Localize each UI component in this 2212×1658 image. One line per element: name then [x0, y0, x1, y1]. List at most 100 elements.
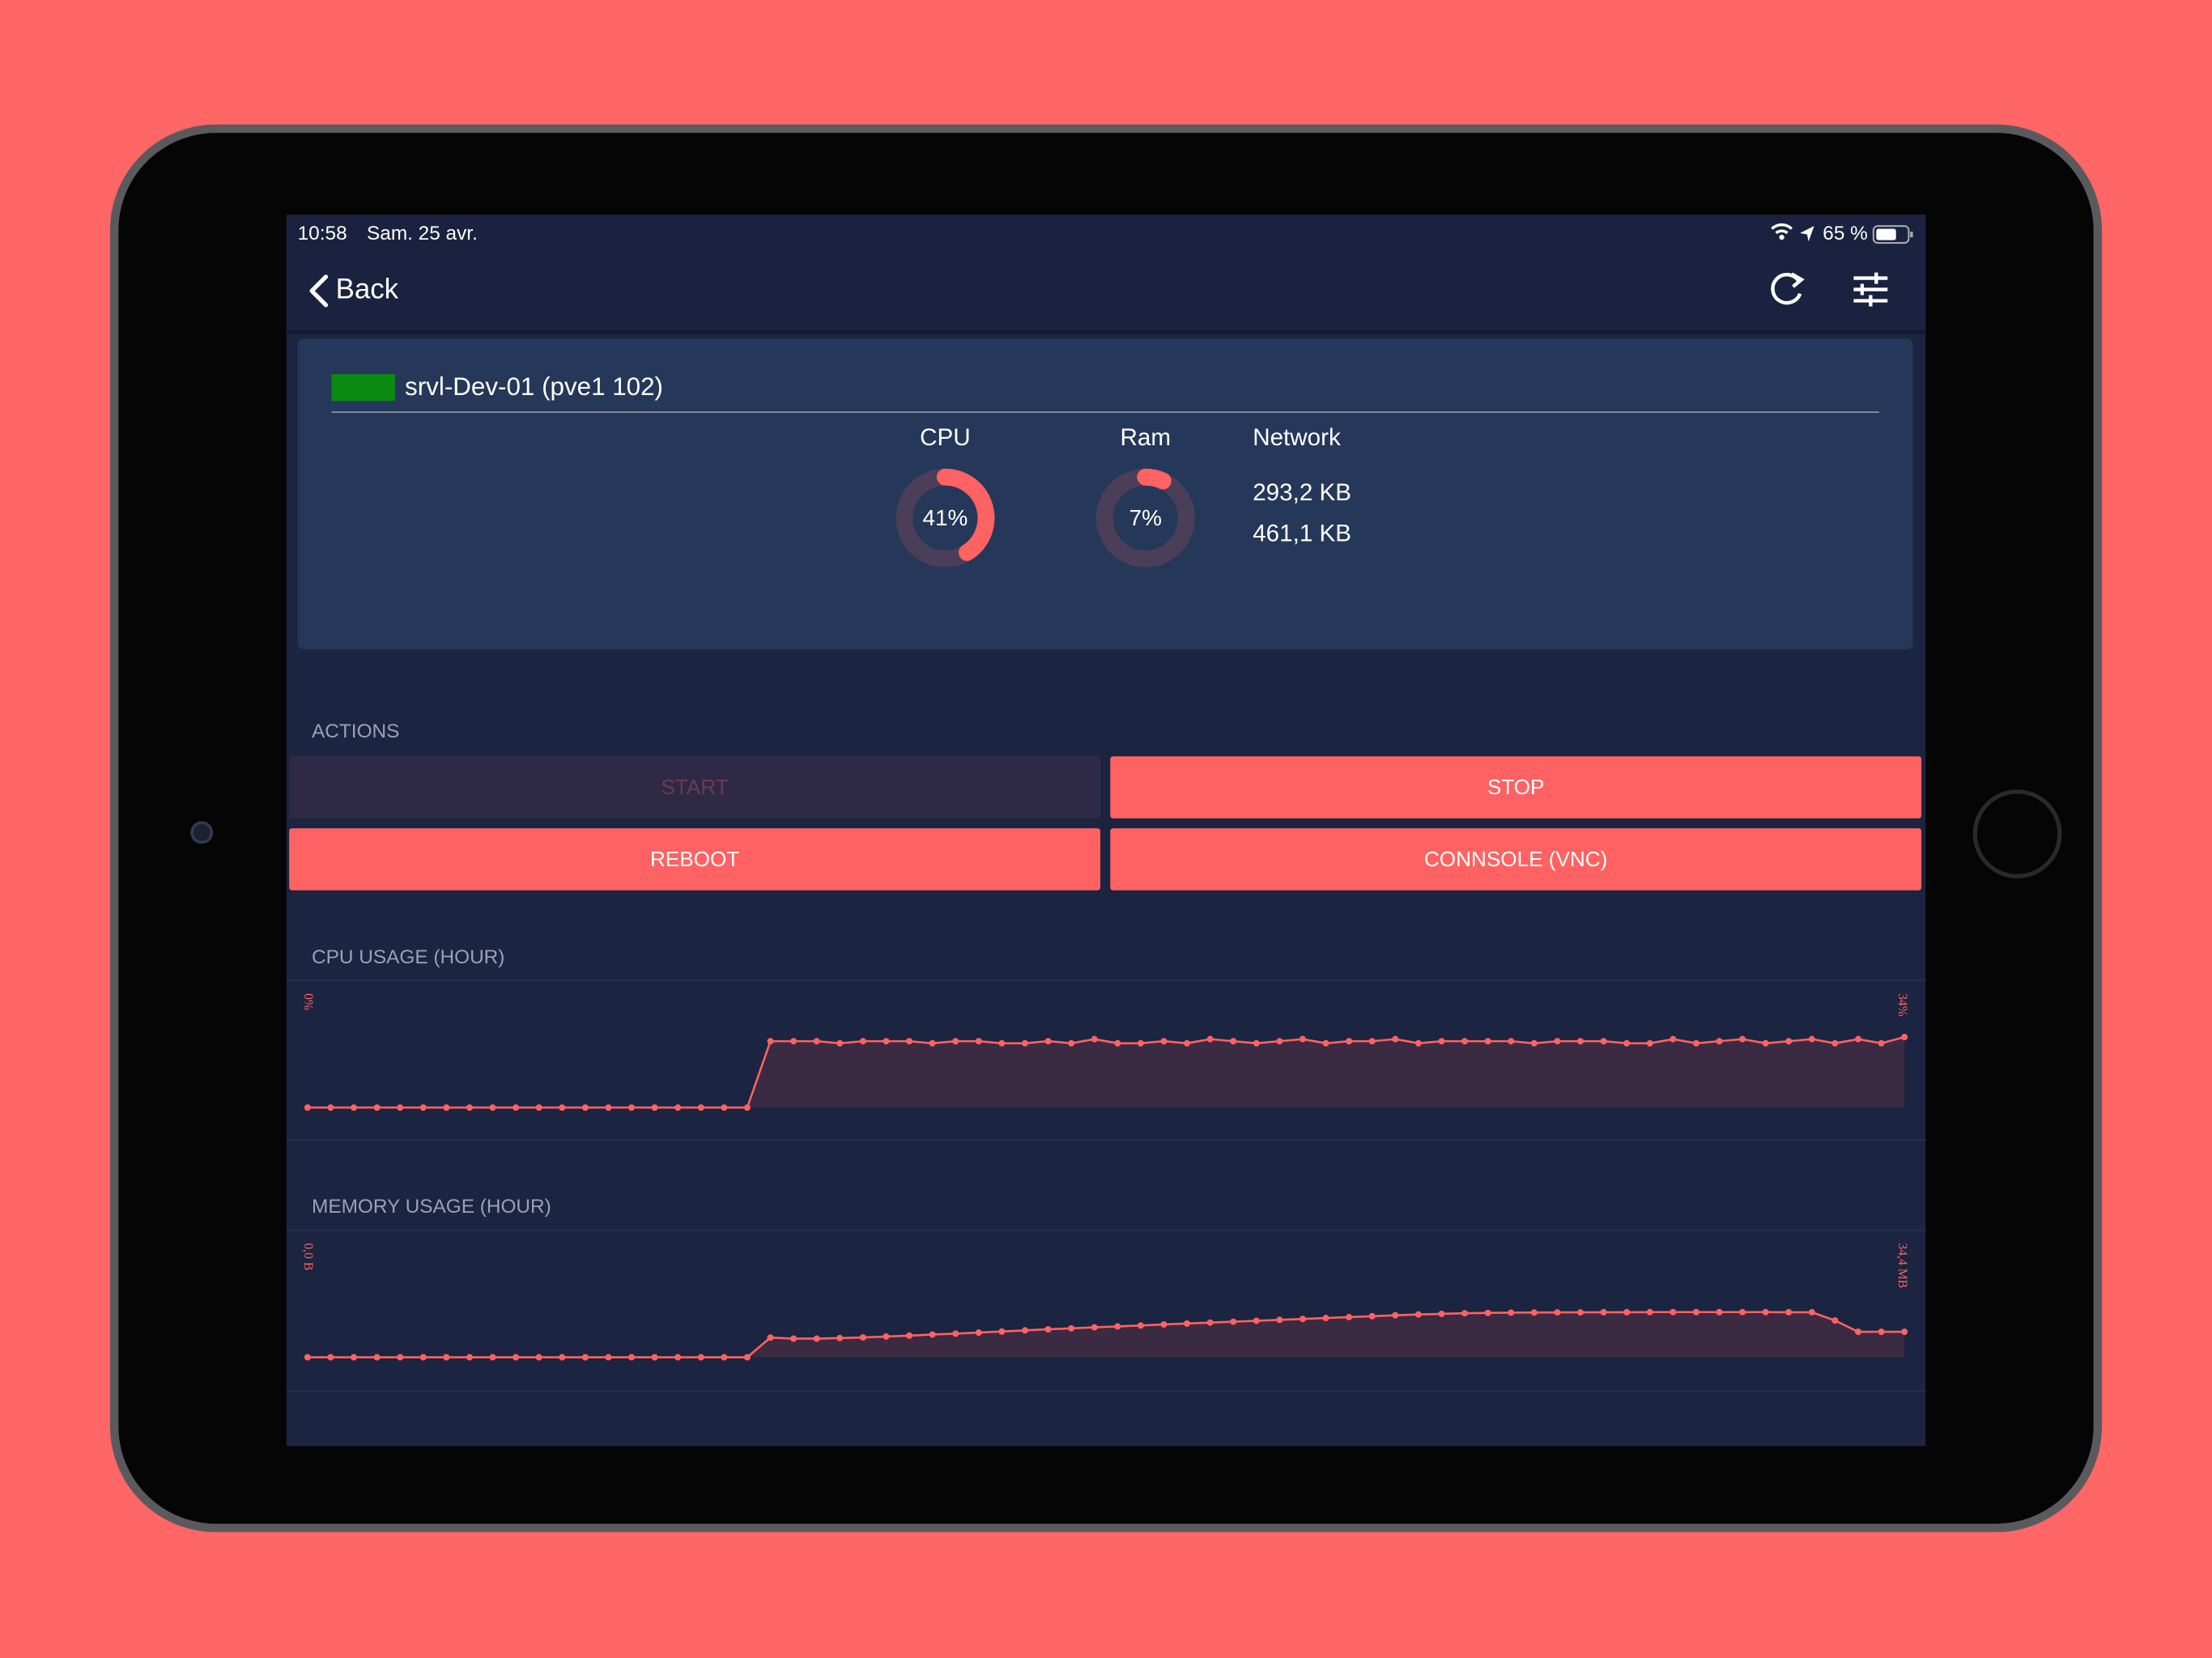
status-battery: 65 % [1823, 223, 1868, 244]
data-point [1530, 1039, 1538, 1047]
data-point [1530, 1309, 1538, 1316]
data-point [1831, 1317, 1839, 1324]
data-point [628, 1354, 636, 1361]
data-point [1299, 1035, 1306, 1043]
data-point [743, 1104, 751, 1112]
data-point [1368, 1038, 1376, 1045]
data-point [1576, 1309, 1584, 1316]
data-point [1091, 1324, 1098, 1331]
battery-fill [1876, 228, 1896, 240]
data-point [1576, 1038, 1584, 1045]
y-tick-label: 34% [1895, 993, 1909, 1017]
data-point [651, 1354, 658, 1361]
button-label: START [661, 775, 728, 799]
button-background[interactable] [1110, 756, 1922, 818]
button-background[interactable] [289, 828, 1101, 891]
data-point [697, 1104, 704, 1112]
data-point [743, 1354, 751, 1361]
action-button[interactable]: STOP [1110, 756, 1922, 818]
data-point [1021, 1039, 1028, 1047]
data-point [1623, 1308, 1631, 1316]
data-point [1230, 1038, 1237, 1045]
cpu-title: CPU [920, 424, 971, 451]
data-point [790, 1335, 798, 1342]
data-point [1646, 1039, 1653, 1047]
data-point [721, 1354, 728, 1361]
button-label[interactable]: STOP [1487, 775, 1545, 799]
data-point [883, 1038, 890, 1045]
action-button[interactable]: CONNSOLE (VNC) [1110, 828, 1922, 891]
data-point [1253, 1039, 1260, 1047]
data-point [1554, 1309, 1561, 1316]
data-point [605, 1104, 612, 1112]
data-point [1160, 1038, 1168, 1045]
button-background [289, 756, 1101, 818]
gauge-arc [1137, 468, 1172, 490]
data-point [1808, 1035, 1815, 1043]
refresh-arrow [1790, 272, 1805, 288]
data-point [419, 1354, 427, 1361]
data-point [1831, 1039, 1839, 1047]
data-point [1346, 1313, 1353, 1320]
data-point [836, 1039, 844, 1047]
data-point [1600, 1038, 1607, 1045]
back-chevron [309, 274, 329, 308]
button-label[interactable]: REBOOT [650, 847, 739, 871]
chart-line [307, 1035, 1905, 1109]
data-point [535, 1104, 542, 1112]
back-button[interactable]: Back [309, 273, 399, 308]
data-point [535, 1354, 542, 1361]
camera [190, 821, 214, 844]
battery-tip [1910, 232, 1913, 238]
data-point [1368, 1312, 1376, 1320]
refresh-button[interactable] [1771, 272, 1805, 305]
data-point [1322, 1315, 1329, 1322]
data-point [1137, 1322, 1144, 1329]
data-point [1670, 1308, 1677, 1316]
chart-line [307, 1311, 1905, 1358]
data-point [1206, 1035, 1214, 1043]
data-point [1299, 1316, 1306, 1323]
network-out: 461,1 KB [1253, 521, 1351, 547]
data-point [1878, 1329, 1885, 1336]
data-point [1692, 1308, 1699, 1316]
network-in: 293,2 KB [1253, 479, 1351, 506]
data-point [1414, 1039, 1422, 1047]
settings-button[interactable] [1853, 272, 1888, 307]
usage-charts: CPU USAGE (HOUR) 0% 34% MEMORY USAGE (HOUR)… [286, 946, 1926, 1392]
data-point [466, 1104, 473, 1112]
data-point [1762, 1039, 1769, 1047]
data-point [1414, 1311, 1422, 1318]
action-button[interactable]: REBOOT [289, 828, 1101, 891]
chart-title: MEMORY USAGE (HOUR) [312, 1196, 551, 1218]
data-point [1068, 1324, 1075, 1332]
wifi-icon [1771, 223, 1793, 235]
data-point [836, 1334, 844, 1341]
data-point [1276, 1038, 1283, 1045]
data-point [1623, 1039, 1631, 1047]
data-point [674, 1354, 682, 1361]
data-point [1276, 1316, 1283, 1324]
data-point [767, 1038, 774, 1045]
data-point [419, 1104, 427, 1112]
data-point [1253, 1317, 1260, 1324]
data-point [1438, 1038, 1445, 1045]
data-point [859, 1038, 866, 1045]
data-point [350, 1354, 358, 1361]
data-point [1044, 1325, 1052, 1333]
data-point [489, 1354, 496, 1361]
data-point [975, 1329, 982, 1337]
home-button[interactable] [1972, 789, 2062, 878]
nav-separator [286, 330, 1926, 335]
data-point [697, 1354, 704, 1361]
data-point [373, 1104, 381, 1112]
back-label[interactable]: Back [336, 273, 399, 304]
status-time: 10:58 [298, 223, 347, 244]
data-point [1484, 1309, 1491, 1316]
y-tick-label: 34,4 MB [1895, 1243, 1909, 1288]
data-point [581, 1104, 589, 1112]
button-background[interactable] [1110, 828, 1922, 891]
data-point [883, 1333, 890, 1340]
data-point [1785, 1308, 1793, 1316]
button-label[interactable]: CONNSOLE (VNC) [1424, 847, 1607, 871]
